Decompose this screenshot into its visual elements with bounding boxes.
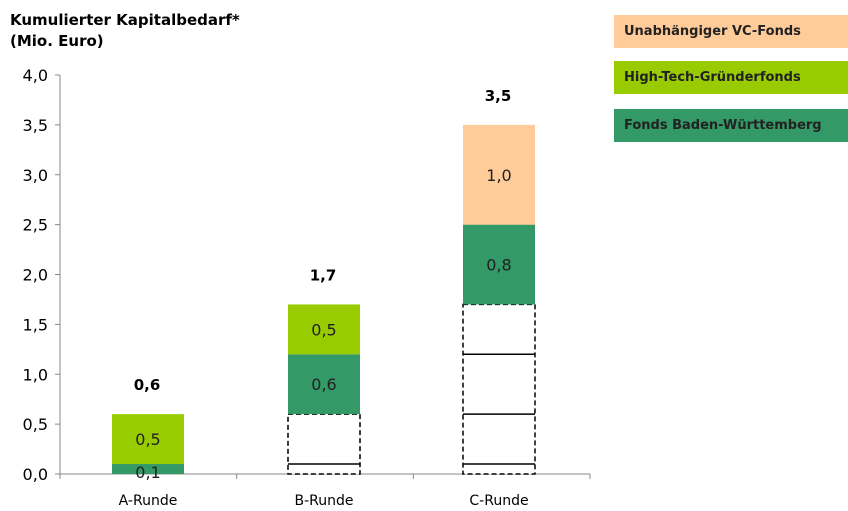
segment-value-label: 0,5 <box>311 320 336 339</box>
x-tick-label: B-Runde <box>294 493 353 509</box>
segment-value-label: 1,0 <box>486 166 511 185</box>
prior-rounds-box <box>462 303 536 475</box>
segment-value-label: 0,8 <box>486 256 511 275</box>
total-value-label: 3,5 <box>485 87 512 105</box>
y-tick-label: 3,0 <box>23 166 48 185</box>
y-tick-label: 2,0 <box>23 266 48 285</box>
segment-value-label: 0,6 <box>311 375 336 394</box>
prior-rounds-box <box>287 413 361 475</box>
y-tick-label: 2,5 <box>23 216 48 235</box>
y-axis-title-line-2: (Mio. Euro) <box>10 32 104 50</box>
bar-segment-fonds-bw <box>288 354 360 415</box>
x-tick-label: A-Runde <box>119 493 178 509</box>
bar-segment-fonds-bw <box>463 224 535 305</box>
bar-segment-htgf <box>288 304 360 355</box>
segment-value-label: 0,1 <box>135 463 160 482</box>
x-tick-label: C-Runde <box>469 493 528 509</box>
bar-segment-htgf <box>112 414 184 465</box>
y-tick-label: 0,5 <box>23 415 48 434</box>
y-axis-title-line-1: Kumulierter Kapitalbedarf* <box>10 11 240 29</box>
legend-item-vc-fonds: Unabhängiger VC-Fonds <box>614 15 848 48</box>
legend-item-fonds-bw: Fonds Baden-Württemberg <box>614 109 848 142</box>
legend-item-htgf: High-Tech-Gründerfonds <box>614 61 848 94</box>
y-tick-label: 3,5 <box>23 116 48 135</box>
y-tick-label: 0,0 <box>23 465 48 484</box>
y-tick-label: 4,0 <box>23 66 48 85</box>
y-tick-label: 1,5 <box>23 315 48 334</box>
y-tick-label: 1,0 <box>23 365 48 384</box>
bar-segment-fonds-bw <box>112 464 184 474</box>
bar-segment-vc-fonds <box>463 124 535 225</box>
total-value-label: 0,6 <box>134 376 161 394</box>
total-value-label: 1,7 <box>310 266 337 284</box>
y-axis-title: Kumulierter Kapitalbedarf* (Mio. Euro) <box>10 10 240 52</box>
segment-value-label: 0,5 <box>135 430 160 449</box>
